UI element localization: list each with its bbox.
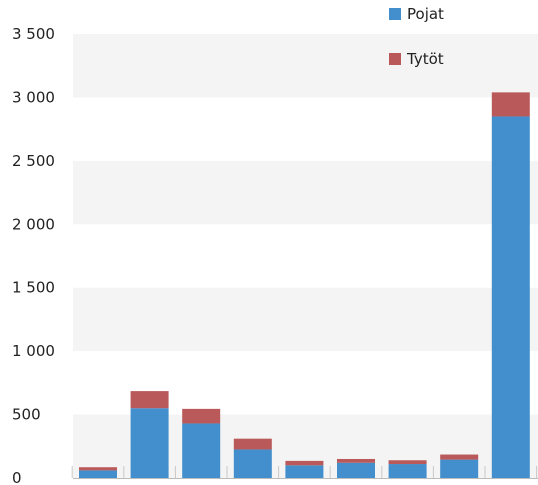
bar-tytöt-6: [337, 458, 375, 463]
bar-tytöt-2: [130, 391, 169, 409]
y-tick-label: 3 500: [12, 25, 55, 43]
y-tick-label: 500: [12, 406, 41, 424]
bar-tytöt-9: [491, 92, 530, 117]
bar-pojat-1: [79, 470, 117, 478]
legend-swatch-pojat: [389, 8, 401, 20]
grid-bands: [73, 34, 538, 478]
bar-tytöt-4: [233, 438, 272, 450]
bar-tytöt-1: [79, 467, 117, 471]
legend: Pojat Tytöt: [389, 5, 444, 68]
legend-swatch-tytöt: [389, 53, 401, 65]
y-tick-label: 2 000: [12, 215, 55, 233]
legend-label-tytöt: Tytöt: [406, 50, 444, 68]
bars: [79, 92, 530, 478]
x-axis: [71, 466, 538, 479]
y-tick-label: 1 000: [12, 342, 55, 360]
grid-band: [73, 287, 538, 352]
y-tick-label: 3 000: [12, 88, 55, 106]
grid-band: [73, 34, 538, 98]
bar-tytöt-3: [182, 408, 221, 424]
bar-pojat-6: [337, 462, 375, 478]
bar-pojat-3: [182, 423, 221, 478]
bar-tytöt-5: [285, 460, 324, 466]
bar-pojat-7: [388, 464, 427, 478]
bar-pojat-4: [233, 449, 272, 478]
bar-pojat-9: [491, 116, 530, 478]
y-tick-label: 2 500: [12, 152, 55, 170]
bar-pojat-2: [130, 408, 169, 478]
grid-band: [73, 160, 538, 225]
y-tick-label: 0: [12, 469, 22, 485]
y-tick-label: 1 500: [12, 279, 55, 297]
bar-tytöt-8: [440, 454, 479, 460]
bar-pojat-5: [285, 465, 324, 478]
bar-pojat-8: [440, 459, 479, 478]
legend-label-pojat: Pojat: [407, 5, 444, 23]
bar-tytöt-7: [388, 460, 427, 465]
y-axis-ticks: 0 500 1 000 1 500 2 000 2 500 3 000 3 500: [12, 25, 55, 485]
